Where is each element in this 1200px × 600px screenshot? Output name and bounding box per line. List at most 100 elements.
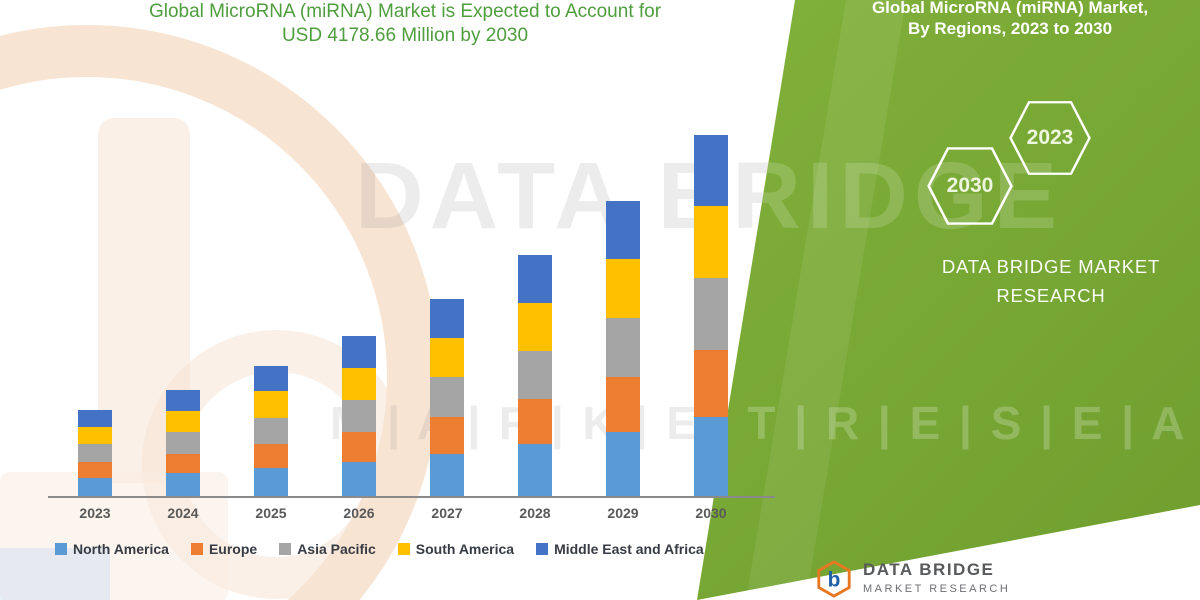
footer-brand-sub: MARKET RESEARCH	[863, 583, 1011, 595]
chart-title-line2: USD 4178.66 Million by 2030	[281, 25, 529, 46]
data-bridge-logo-icon: b	[817, 560, 851, 598]
bar-segment-north-america-2026	[342, 461, 376, 497]
bar-2027	[430, 299, 464, 497]
bar-segment-middle-east-and-africa-2027	[430, 299, 464, 339]
legend-swatch-asia-pacific	[279, 543, 292, 555]
legend-label-europe: Europe	[208, 541, 258, 557]
bar-segment-middle-east-and-africa-2025	[254, 365, 288, 392]
bar-segment-middle-east-and-africa-2026	[342, 335, 376, 368]
x-axis-label-2025: 2025	[255, 505, 287, 521]
svg-text:b: b	[828, 569, 841, 592]
bar-segment-north-america-2027	[430, 453, 464, 497]
bar-segment-europe-2028	[518, 399, 552, 444]
bar-segment-middle-east-and-africa-2029	[606, 201, 640, 260]
x-axis-label-2027: 2027	[431, 505, 463, 521]
bar-segment-asia-pacific-2027	[430, 377, 464, 417]
legend-swatch-middle-east-and-africa	[536, 543, 549, 555]
hexagon-2030: 2030	[926, 146, 1014, 226]
x-axis-line	[48, 496, 775, 498]
panel-brand-line2: RESEARCH	[996, 285, 1106, 306]
x-axis-labels: 2023 2024 2025 2026 2027 2028 2029 2030	[55, 505, 769, 525]
bar-segment-asia-pacific-2025	[254, 417, 288, 444]
bar-segment-south-america-2024	[166, 410, 200, 433]
panel-brand-text: DATA BRIDGE MARKET RESEARCH	[905, 252, 1197, 310]
legend-label-north-america: North America	[73, 541, 169, 557]
legend-swatch-north-america	[55, 543, 67, 555]
panel-title-line1: Global MicroRNA (miRNA) Market,	[871, 0, 1149, 17]
bar-2023	[78, 410, 112, 497]
legend-item-middle-east-and-africa: Middle East and Africa	[536, 541, 704, 557]
bar-segment-asia-pacific-2023	[78, 444, 112, 462]
bar-segment-asia-pacific-2026	[342, 399, 376, 432]
plot-area	[55, 128, 769, 497]
legend-item-south-america: South America	[397, 541, 515, 557]
chart-title-line1: Global MicroRNA (miRNA) Market is Expect…	[148, 1, 662, 22]
bar-segment-north-america-2029	[606, 431, 640, 497]
bar-segment-europe-2026	[342, 431, 376, 462]
bar-segment-north-america-2024	[166, 473, 200, 497]
bar-2024	[166, 389, 200, 497]
bar-2028	[518, 255, 552, 497]
legend-label-south-america: South America	[415, 541, 515, 557]
hexagon-year-2030: 2030	[946, 174, 994, 197]
legend-item-north-america: North America	[55, 541, 169, 557]
bar-segment-south-america-2026	[342, 367, 376, 400]
bar-segment-europe-2025	[254, 443, 288, 469]
bar-segment-north-america-2023	[78, 477, 112, 497]
legend-label-asia-pacific: Asia Pacific	[297, 541, 376, 557]
hexagon-2023: 2023	[1008, 100, 1092, 176]
watermark-market-research-on-green: M | A | R | K | E | T | R | E | S | E | …	[387, 397, 1200, 449]
x-axis-label-2024: 2024	[167, 505, 199, 521]
bar-2029	[606, 201, 640, 497]
bar-segment-south-america-2029	[606, 259, 640, 318]
footer-brand-name: DATA BRIDGE	[863, 560, 995, 579]
bar-segment-north-america-2025	[254, 468, 288, 497]
legend-item-europe: Europe	[190, 541, 258, 557]
bar-2030	[694, 135, 728, 497]
bar-segment-south-america-2028	[518, 302, 552, 351]
bar-segment-middle-east-and-africa-2023	[78, 410, 112, 428]
panel-title-line2: By Regions, 2023 to 2030	[907, 19, 1113, 38]
bar-segment-south-america-2023	[78, 427, 112, 445]
x-axis-label-2028: 2028	[519, 505, 551, 521]
chart-title: Global MicroRNA (miRNA) Market is Expect…	[0, 0, 810, 48]
x-axis-label-2030: 2030	[695, 505, 727, 521]
bar-segment-asia-pacific-2024	[166, 432, 200, 454]
bar-segment-north-america-2030	[694, 417, 728, 497]
bar-segment-europe-2024	[166, 453, 200, 474]
legend-label-middle-east-and-africa: Middle East and Africa	[554, 541, 704, 557]
x-axis-label-2026: 2026	[343, 505, 375, 521]
legend-swatch-europe	[190, 543, 203, 555]
legend: North America Europe Asia Pacific South Ame…	[55, 541, 704, 557]
panel-title: Global MicroRNA (miRNA) Market, By Regio…	[828, 0, 1192, 39]
bar-segment-asia-pacific-2029	[606, 317, 640, 378]
bar-segment-south-america-2030	[694, 206, 728, 279]
bar-segment-europe-2029	[606, 377, 640, 432]
footer-brand-text: DATA BRIDGE MARKET RESEARCH	[863, 560, 1010, 595]
background-logo-accent	[0, 548, 110, 600]
bar-segment-europe-2023	[78, 461, 112, 478]
bar-segment-asia-pacific-2028	[518, 350, 552, 400]
bar-segment-north-america-2028	[518, 443, 552, 497]
hexagon-outline-icon	[1009, 101, 1091, 175]
bar-segment-asia-pacific-2030	[694, 278, 728, 351]
bar-segment-europe-2030	[694, 350, 728, 418]
x-axis-label-2023: 2023	[79, 505, 111, 521]
bar-2026	[342, 335, 376, 497]
legend-item-asia-pacific: Asia Pacific	[279, 541, 376, 557]
panel-brand-line1: DATA BRIDGE MARKET	[941, 256, 1161, 277]
bar-segment-europe-2027	[430, 416, 464, 454]
bar-segment-middle-east-and-africa-2024	[166, 389, 200, 411]
hexagon-outline-icon	[927, 147, 1013, 225]
bar-segment-middle-east-and-africa-2028	[518, 255, 552, 303]
bar-2025	[254, 365, 288, 497]
legend-swatch-south-america	[397, 543, 410, 555]
bar-segment-south-america-2025	[254, 391, 288, 418]
x-axis-label-2029: 2029	[607, 505, 639, 521]
footer-brand-logo: b DATA BRIDGE MARKET RESEARCH	[815, 560, 1010, 598]
bar-segment-south-america-2027	[430, 338, 464, 378]
hexagon-year-2023: 2023	[1026, 126, 1074, 149]
bar-segment-middle-east-and-africa-2030	[694, 135, 728, 207]
